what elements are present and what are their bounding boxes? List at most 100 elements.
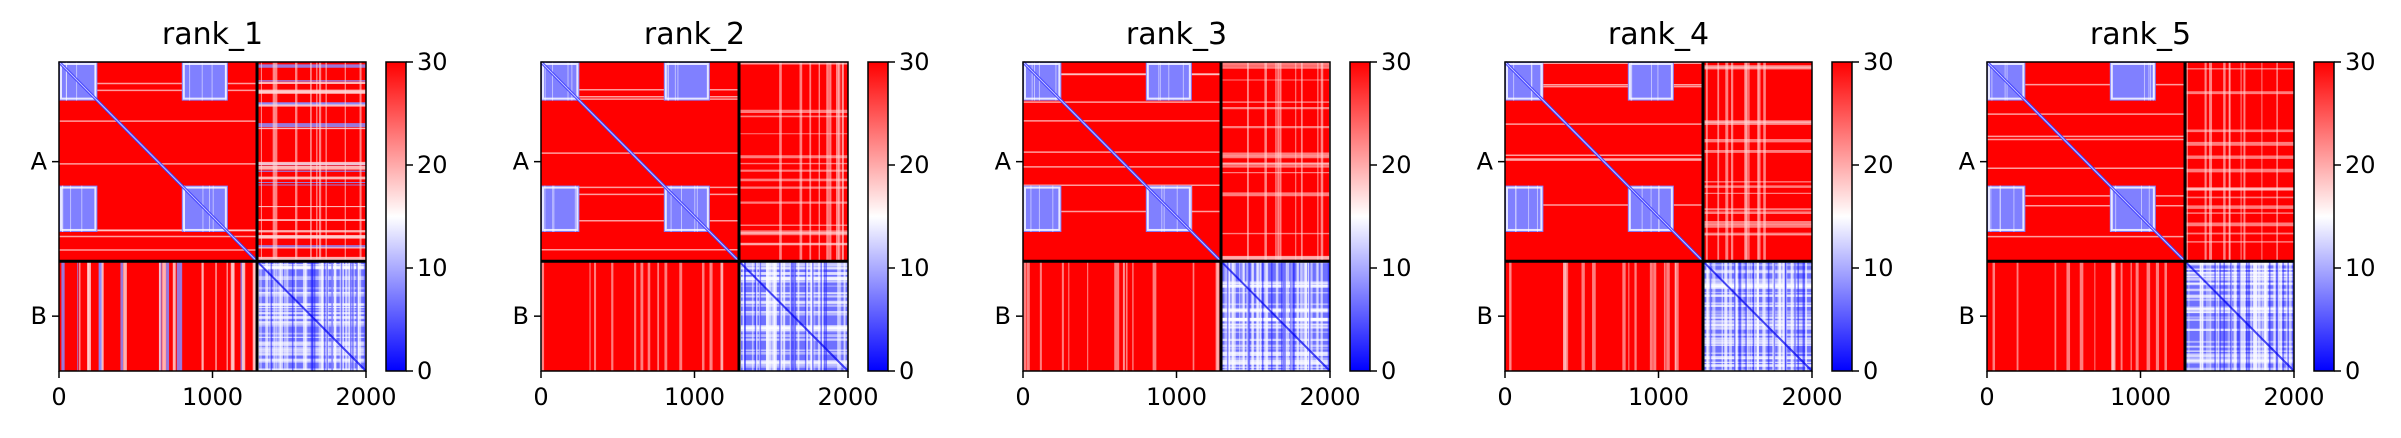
colorbar (867, 61, 889, 372)
colorbar-tick-label: 10 (899, 254, 930, 282)
aa-blue-square-edge (1024, 186, 1061, 231)
aa-blue-square-edge (1146, 186, 1191, 231)
x-tick-label: 2000 (1299, 383, 1360, 411)
colorbar (1349, 61, 1371, 372)
y-tick-label: B (31, 302, 47, 330)
aa-blue-square-edge (60, 186, 97, 231)
aa-blue-square-edge (1506, 186, 1543, 231)
block-A-B (2185, 62, 2294, 262)
y-tick-label: A (1477, 148, 1494, 176)
colorbar-tick-label: 30 (2345, 48, 2376, 76)
heatmap-cells (1503, 60, 1813, 372)
block-B-A (1023, 261, 1222, 371)
heatmap-panel: rank_3 0 1000 2000 A B 0 10 20 30 (995, 17, 1412, 411)
bb-diagonal (1220, 260, 1331, 372)
aa-blue-square-edge (542, 186, 579, 231)
x-tick-label: 1000 (1146, 383, 1207, 411)
colorbar-tick-label: 20 (417, 151, 448, 179)
colorbar-tick-label: 30 (417, 48, 448, 76)
heatmap-panel: rank_5 0 1000 2000 A B 0 10 20 30 (1959, 17, 2376, 411)
y-tick-label: B (1477, 302, 1493, 330)
panel-title: rank_2 (644, 17, 745, 52)
aa-blue-square (181, 62, 228, 101)
aa-diagonal-highlight (1504, 61, 1704, 262)
heatmap-cells (1985, 60, 2295, 372)
heatmap-panel: rank_2 0 1000 2000 A B 0 10 20 30 (513, 17, 930, 411)
panel-title: rank_3 (1126, 17, 1227, 52)
aa-blue-square-edge (1628, 63, 1673, 100)
bb-diagonal (2184, 260, 2295, 372)
colorbar-tick-label: 0 (1863, 357, 1878, 385)
aa-blue-square (2109, 62, 2156, 101)
aa-blue-square (663, 62, 710, 101)
y-tick-label: A (995, 148, 1012, 176)
aa-blue-square-edge (2110, 186, 2155, 231)
x-tick-label: 0 (51, 383, 66, 411)
panel-title: rank_5 (2090, 17, 2191, 52)
x-tick-label: 0 (1979, 383, 1994, 411)
colorbar-tick-label: 10 (1381, 254, 1412, 282)
colorbar-tick-label: 0 (1381, 357, 1396, 385)
x-tick-label: 2000 (335, 383, 396, 411)
heatmap-panel: rank_4 0 1000 2000 A B 0 10 20 30 (1477, 17, 1894, 411)
colorbar-tick-label: 0 (417, 357, 432, 385)
bb-diagonal (256, 260, 367, 372)
colorbar-tick-label: 30 (1381, 48, 1412, 76)
aa-blue-square (1627, 62, 1674, 101)
x-tick-label: 0 (533, 383, 548, 411)
x-tick-label: 0 (1015, 383, 1030, 411)
y-tick-label: A (31, 148, 48, 176)
colorbar-tick-label: 10 (1863, 254, 1894, 282)
aa-blue-square-edge (1506, 63, 1543, 100)
panel-title: rank_4 (1608, 17, 1709, 52)
aa-blue-square (541, 185, 580, 232)
heatmap-panel: rank_1 0 1000 2000 A B 0 10 20 30 (31, 17, 448, 411)
heatmap-cells (57, 60, 367, 372)
x-tick-label: 1000 (664, 383, 725, 411)
x-tick-label: 0 (1497, 383, 1512, 411)
y-tick-label: B (995, 302, 1011, 330)
x-tick-label: 2000 (2263, 383, 2324, 411)
colorbar-tick-label: 30 (899, 48, 930, 76)
colorbar-tick-label: 20 (2345, 151, 2376, 179)
colorbar-tick-label: 0 (2345, 357, 2360, 385)
heatmap-cells (1021, 60, 1331, 372)
aa-diagonal-highlight (58, 61, 258, 262)
bb-diagonal (1702, 260, 1813, 372)
heatmap-cells (539, 60, 849, 372)
y-tick-label: B (1959, 302, 1975, 330)
aa-blue-square-edge (664, 63, 709, 100)
colorbar-tick-label: 20 (1863, 151, 1894, 179)
aa-diagonal-highlight (540, 61, 740, 262)
aa-diagonal-highlight (1022, 61, 1222, 262)
y-tick-label: A (1959, 148, 1976, 176)
panel-title: rank_1 (162, 17, 263, 52)
aa-blue-square (1023, 185, 1062, 232)
block-B-A (1987, 261, 2186, 371)
aa-blue-square (1987, 185, 2026, 232)
y-tick-label: A (513, 148, 530, 176)
colorbar (385, 61, 407, 372)
aa-blue-square-edge (1988, 186, 2025, 231)
x-tick-label: 1000 (182, 383, 243, 411)
x-tick-label: 2000 (817, 383, 878, 411)
colorbar (1831, 61, 1853, 372)
block-B-A (59, 261, 258, 371)
colorbar-tick-label: 0 (899, 357, 914, 385)
block-B-A (1505, 261, 1704, 371)
colorbar-tick-label: 10 (417, 254, 448, 282)
aa-blue-square (59, 185, 98, 232)
block-B-A (541, 261, 740, 371)
colorbar-tick-label: 30 (1863, 48, 1894, 76)
x-tick-label: 1000 (2110, 383, 2171, 411)
y-tick-label: B (513, 302, 529, 330)
aa-blue-square-edge (2110, 63, 2155, 100)
aa-blue-square-edge (664, 186, 709, 231)
colorbar-tick-label: 10 (2345, 254, 2376, 282)
x-tick-label: 1000 (1628, 383, 1689, 411)
aa-blue-square-edge (542, 63, 579, 100)
bb-diagonal (738, 260, 849, 372)
aa-blue-square-edge (1024, 63, 1061, 100)
aa-blue-square-edge (182, 186, 227, 231)
